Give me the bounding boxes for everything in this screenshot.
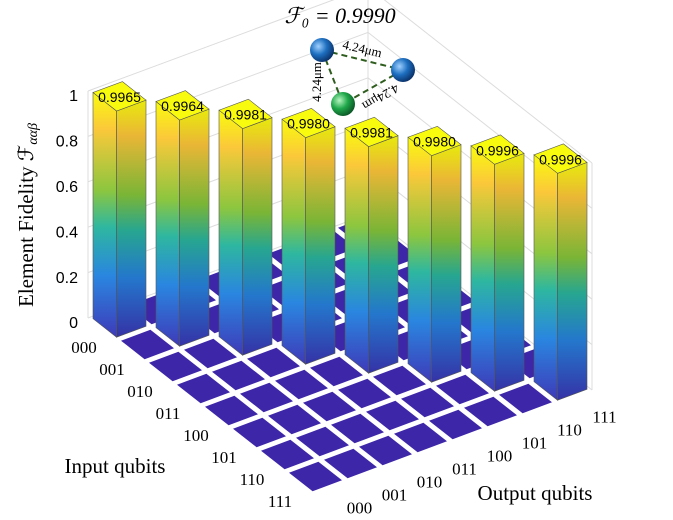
z-tick-label: 0.2 xyxy=(56,270,78,287)
value-label: 0.9996 xyxy=(476,142,519,158)
bar-front xyxy=(117,100,146,337)
bar: 0.9981 xyxy=(219,99,272,355)
y-axis-title: Output qubits xyxy=(478,481,593,505)
y-tick-label: 110 xyxy=(557,420,582,439)
bar-side xyxy=(408,137,432,382)
chart: 0.9965 0.9964 0.9981 0.9980 0.9981 0.9980 0.99… xyxy=(0,0,673,520)
bar-front xyxy=(243,118,272,356)
molecule-diagram: 4.24μm 4.24μm 4.24μm xyxy=(309,37,415,116)
bar: 0.9964 xyxy=(156,91,209,347)
bar: 0.9996 xyxy=(471,135,524,391)
bar-front xyxy=(306,127,335,365)
chart-title: ℱ₀ = 0.9990 xyxy=(284,3,395,28)
bar: 0.9980 xyxy=(408,126,461,382)
y-tick-label: 010 xyxy=(417,472,443,491)
bar-side xyxy=(471,146,495,391)
distance-label: 4.24μm xyxy=(341,37,383,61)
x-tick-label: 101 xyxy=(211,448,237,467)
x-tick-label: 110 xyxy=(240,470,265,489)
x-axis-title: Input qubits xyxy=(65,454,166,478)
bar-side xyxy=(534,155,558,400)
value-label: 0.9981 xyxy=(224,107,267,123)
bar: 0.9965 xyxy=(93,82,146,338)
z-axis-title-text: Element Fidelity ℱ xyxy=(14,145,38,307)
value-label: 0.9965 xyxy=(98,89,141,105)
atom xyxy=(310,38,334,62)
z-axis-title: Element Fidelity ℱααβ xyxy=(14,123,41,307)
y-tick-label: 011 xyxy=(452,459,477,478)
bar-front xyxy=(558,162,587,400)
y-tick-label: 000 xyxy=(347,498,373,517)
distance-label: 4.24μm xyxy=(309,62,324,102)
x-tick-label: 011 xyxy=(156,404,181,423)
y-tick-label: 111 xyxy=(592,407,616,426)
value-label: 0.9981 xyxy=(350,125,393,141)
y-tick-label: 101 xyxy=(522,433,548,452)
bar: 0.9981 xyxy=(345,117,398,373)
bar-front xyxy=(432,145,461,383)
bar-front xyxy=(369,136,398,374)
z-tick-label: 0.4 xyxy=(56,224,78,241)
y-tick-label: 100 xyxy=(487,446,513,465)
bar-side xyxy=(156,102,180,347)
z-tick-label: 0.6 xyxy=(56,179,78,196)
value-label: 0.9980 xyxy=(287,116,330,132)
y-tick-label: 001 xyxy=(382,485,408,504)
distance-label: 4.24μm xyxy=(360,81,402,114)
bar-side xyxy=(219,110,243,355)
z-axis-title-subscript: ααβ xyxy=(26,123,41,145)
z-tick-label: 1 xyxy=(69,88,78,105)
bar-front xyxy=(180,109,209,346)
x-tick-label: 111 xyxy=(268,492,292,511)
bar-side xyxy=(93,93,117,338)
bar-side xyxy=(345,128,369,373)
atom xyxy=(391,58,415,82)
atom xyxy=(331,92,355,116)
x-tick-label: 000 xyxy=(71,338,97,357)
bar-front xyxy=(495,153,524,391)
value-label: 0.9980 xyxy=(413,134,456,150)
value-label: 0.9964 xyxy=(161,98,204,114)
bar: 0.9980 xyxy=(282,108,335,364)
value-label: 0.9996 xyxy=(539,151,582,167)
z-tick-label: 0 xyxy=(69,315,78,332)
x-tick-label: 100 xyxy=(183,426,209,445)
x-tick-label: 001 xyxy=(99,360,125,379)
z-tick-label: 0.8 xyxy=(56,134,78,151)
bar-side xyxy=(282,119,306,364)
x-tick-label: 010 xyxy=(127,382,153,401)
bar: 0.9996 xyxy=(534,144,587,400)
